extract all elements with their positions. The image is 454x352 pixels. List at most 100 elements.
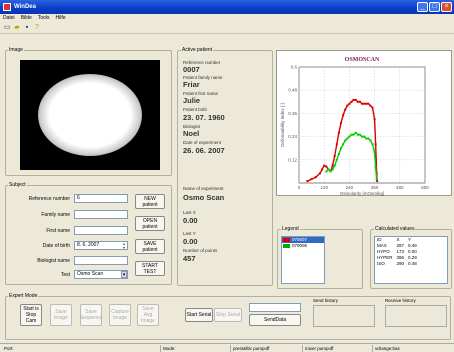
data-point: [375, 178, 378, 181]
save-image-button[interactable]: Save Image: [50, 304, 72, 326]
new-file-icon[interactable]: ▭: [3, 24, 11, 31]
legend-list[interactable]: 070007 070006: [281, 236, 325, 284]
x-tick-label: 240: [346, 185, 354, 190]
family-name-input[interactable]: [74, 210, 128, 219]
open-patient-button[interactable]: OPEN patient: [135, 216, 165, 231]
status-port: Port:: [4, 346, 14, 351]
legend-group: [277, 229, 363, 289]
send-data-button[interactable]: SendData: [249, 314, 301, 326]
maximize-button[interactable]: □: [429, 2, 440, 12]
receive-history-box[interactable]: [385, 305, 447, 327]
send-history-box[interactable]: [313, 305, 375, 327]
data-point: [325, 165, 328, 168]
legend-item[interactable]: 070007: [282, 237, 324, 243]
x-tick-label: 360: [371, 185, 379, 190]
data-point: [342, 143, 345, 146]
reference-number-input[interactable]: 6: [74, 194, 128, 203]
data-point: [369, 104, 372, 107]
data-point: [358, 133, 361, 136]
date-spinner-icon[interactable]: ▴ ▾: [122, 241, 125, 250]
x-tick-label: 480: [396, 185, 404, 190]
help-icon[interactable]: ?: [35, 24, 39, 31]
x-axis-label: Osmolarity [mOsm/kg]: [340, 191, 385, 196]
data-point: [350, 133, 353, 136]
ap-experiment-label: Name of experiment: [183, 186, 224, 191]
data-point: [321, 168, 324, 171]
series-line-070007: [307, 99, 378, 182]
subject-group: [5, 185, 172, 285]
save-avg-image-button[interactable]: Save Avg Image: [137, 304, 159, 326]
ap-birth-label: Patient birth: [183, 107, 208, 112]
save-sequence-button[interactable]: Save Sequence: [80, 304, 102, 326]
ap-biologist-value: Noel: [183, 129, 200, 138]
biologist-name-input[interactable]: [74, 256, 128, 265]
start-serial-button[interactable]: Start Serial: [185, 308, 213, 322]
calc-header: ID: [377, 237, 382, 242]
data-point: [314, 176, 317, 179]
toolbar: ▭ ▰ ▪ ?: [0, 22, 454, 34]
calc-header: X: [396, 237, 400, 242]
chevron-down-icon[interactable]: ▾: [121, 271, 127, 278]
ap-lasty-value: 0.00: [183, 237, 198, 246]
table-row: HYPO 173 0.00: [375, 249, 419, 255]
ap-points-value: 457: [183, 254, 196, 263]
start-test-button[interactable]: START TEST: [135, 261, 165, 276]
menu-datei[interactable]: Datei: [3, 15, 15, 21]
date-of-birth-value: 8. 6. 2007: [77, 242, 100, 248]
date-of-birth-input[interactable]: 8. 6. 2007: [74, 241, 128, 250]
date-of-birth-label: Date of birth: [42, 243, 70, 249]
stop-serial-button[interactable]: Stop Serial: [214, 308, 242, 322]
calc-cell: 287: [396, 243, 405, 248]
test-label: Test: [60, 272, 70, 278]
chart-title: OSMOSCAN: [345, 57, 380, 63]
data-point: [374, 143, 377, 146]
calc-cell: 0.00: [408, 249, 417, 254]
cell-blob: [38, 74, 142, 156]
data-point: [376, 180, 379, 183]
subject-group-label: Subject: [8, 182, 27, 188]
calc-cell: 173: [396, 249, 405, 254]
ap-date-label: Date of experiment: [183, 140, 222, 145]
test-select[interactable]: Osmo Scan: [74, 270, 128, 279]
calc-cell: 0.29: [408, 255, 417, 260]
minimize-button[interactable]: _: [417, 2, 428, 12]
legend-item[interactable]: 070006: [282, 243, 324, 249]
data-point: [310, 178, 313, 181]
open-folder-icon[interactable]: ▰: [14, 24, 20, 31]
reference-number-label: Reference number: [28, 196, 70, 202]
ap-date-value: 26. 06. 2007: [183, 146, 225, 155]
save-icon[interactable]: ▪: [25, 24, 29, 31]
menu-hilfe[interactable]: Hilfe: [55, 15, 66, 21]
data-point: [333, 164, 336, 167]
calc-cell: 396: [396, 255, 405, 260]
menu-bilde[interactable]: Bilde: [20, 15, 32, 21]
save-patient-button[interactable]: SAVE patient: [135, 239, 165, 254]
new-patient-button[interactable]: NEW patient: [135, 194, 165, 209]
start-stop-cam-button[interactable]: Start is Stop Cam: [20, 304, 42, 326]
active-patient-group: [177, 50, 273, 286]
calc-cell: MAX: [377, 243, 387, 248]
y-tick-label: 0.12: [288, 157, 297, 162]
data-point: [333, 154, 336, 157]
calc-cell: HYPO: [377, 249, 390, 254]
ap-experiment-value: Osmo Scan: [183, 193, 225, 202]
menu-tools[interactable]: Tools: [37, 15, 50, 21]
ap-first-label: Patient first name: [183, 91, 219, 96]
table-row: ISO 290 0.48: [375, 261, 419, 267]
calc-cell: HYPER: [377, 255, 393, 260]
x-tick-label: 120: [320, 185, 328, 190]
table-row: MAX 287 0.49: [375, 243, 419, 249]
y-tick-label: 0.6: [291, 65, 298, 70]
legend-item-label: 070007: [292, 237, 308, 242]
close-button[interactable]: ×: [441, 2, 452, 12]
y-tick-label: 0.36: [288, 111, 297, 116]
data-point: [352, 98, 355, 101]
capture-image-button[interactable]: Capture Image: [109, 304, 131, 326]
ap-reference-label: Reference number: [183, 60, 221, 65]
ap-first-value: Julie: [183, 96, 201, 105]
data-point: [337, 131, 340, 134]
first-name-input[interactable]: [74, 226, 128, 235]
camera-image: [20, 60, 160, 170]
ap-lasty-label: Last Y: [183, 231, 196, 236]
send-data-input[interactable]: [249, 303, 301, 312]
